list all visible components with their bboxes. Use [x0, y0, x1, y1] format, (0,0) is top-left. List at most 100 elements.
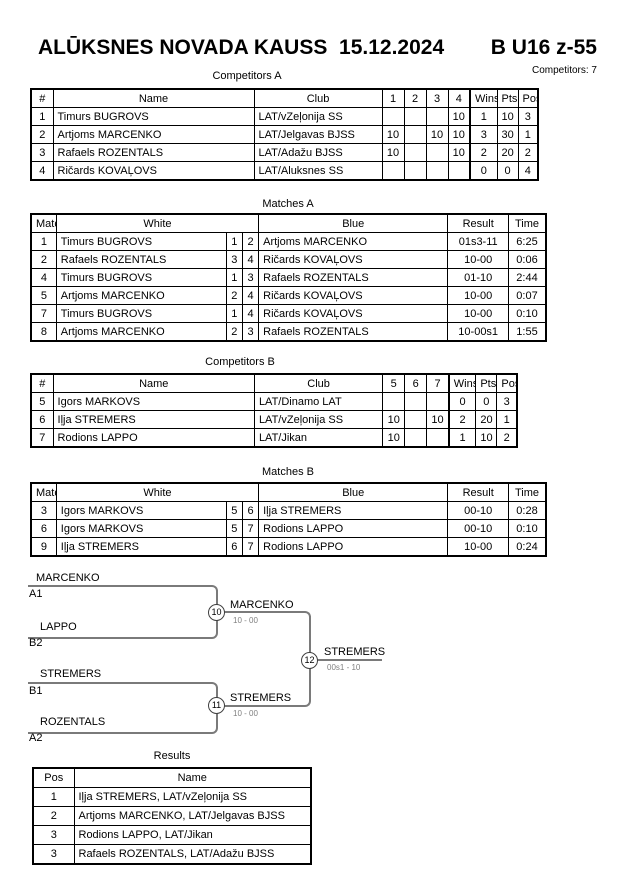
match-row: 6 Igors MARKOVS 5 7 Rodions LAPPO 00-10 … — [30, 519, 547, 538]
competitor-row: 4 Ričards KOVAĻOVS LAT/Aluksnes SS 0 0 4 — [30, 161, 539, 181]
col-wins: Wins — [447, 373, 477, 393]
blue-name-cell: Rafaels ROZENTALS — [258, 322, 449, 342]
bracket-sf1-bottom-seed: B2 — [29, 637, 43, 649]
white-name-cell: Artjoms MARCENKO — [55, 286, 227, 305]
match-num-cell: 1 — [30, 232, 57, 251]
table-matches-b: Match White Blue Result Time 3 Igors MAR… — [30, 482, 547, 557]
col-name: Name — [73, 767, 312, 788]
wins-cell: 2 — [447, 410, 477, 429]
round-cell: 10 — [447, 107, 471, 126]
table-header-row: Match White Blue Result Time — [30, 213, 547, 233]
page-title: ALŪKSNES NOVADA KAUSS 15.12.2024 — [38, 36, 445, 59]
col-time: Time — [508, 482, 547, 502]
bracket-sf2-bottom-name: ROZENTALS — [40, 716, 106, 728]
result-cell: 10-00 — [447, 304, 510, 323]
round-cell: 10 — [426, 410, 450, 429]
white-name-cell: Artjoms MARCENKO — [55, 322, 227, 342]
col-pos: Pos — [32, 767, 75, 788]
blue-name-cell: Ričards KOVAĻOVS — [258, 286, 449, 305]
pos-cell: 2 — [496, 428, 518, 448]
club-cell: LAT/vZeļonija SS — [253, 410, 384, 429]
white-name-cell: Timurs BUGROVS — [55, 268, 227, 287]
bracket-sf1-top-name: MARCENKO — [36, 572, 100, 584]
col-white: White — [55, 482, 260, 502]
col-wins: Wins — [469, 88, 498, 108]
num-cell: 2 — [30, 125, 54, 144]
pos-cell: 3 — [32, 825, 75, 845]
time-cell: 6:25 — [508, 232, 547, 251]
result-cell: 10-00 — [447, 250, 510, 269]
bracket-conn-sf2-final — [216, 660, 311, 707]
result-cell: 10-00 — [447, 537, 510, 557]
col-name: Name — [52, 88, 255, 108]
time-cell: 0:07 — [508, 286, 547, 305]
round-cell — [425, 143, 449, 162]
match-num-cell: 5 — [30, 286, 57, 305]
white-name-cell: Timurs BUGROVS — [55, 304, 227, 323]
blue-num-cell: 4 — [241, 286, 260, 305]
section-label-matches-a: Matches A — [262, 198, 314, 210]
name-cell: Rafaels ROZENTALS — [52, 143, 255, 162]
round-cell — [425, 161, 449, 181]
club-cell: LAT/Adažu BJSS — [253, 143, 383, 162]
col-club: Club — [253, 373, 384, 393]
competitor-row: 7 Rodions LAPPO LAT/Jikan 10 1 10 2 — [30, 428, 518, 448]
white-num-cell: 1 — [225, 232, 243, 251]
competitor-row: 3 Rafaels ROZENTALS LAT/Adažu BJSS 10 10… — [30, 143, 539, 162]
section-label-competitors-a: Competitors A — [212, 70, 282, 82]
white-num-cell: 5 — [225, 501, 243, 520]
pos-cell: 1 — [32, 787, 75, 807]
result-cell: 01-10 — [447, 268, 510, 287]
category-title: B U16 z-55 — [490, 36, 597, 59]
round-cell: 10 — [381, 125, 405, 144]
name-cell: Iļja STREMERS, LAT/vZeļonija SS — [73, 787, 312, 807]
white-num-cell: 2 — [225, 286, 243, 305]
competitor-row: 6 Iļja STREMERS LAT/vZeļonija SS 10 10 2… — [30, 410, 518, 429]
name-cell: Igors MARKOVS — [52, 392, 255, 411]
result-cell: 00-10 — [447, 501, 510, 520]
club-cell: LAT/Aluksnes SS — [253, 161, 383, 181]
pos-cell: 1 — [517, 125, 539, 144]
blue-num-cell: 4 — [241, 250, 260, 269]
white-num-cell: 5 — [225, 519, 243, 538]
pos-cell: 3 — [32, 844, 75, 865]
result-cell: 10-00s1 — [447, 322, 510, 342]
result-cell: 01s3-11 — [447, 232, 510, 251]
name-cell: Ričards KOVAĻOVS — [52, 161, 255, 181]
bracket-sf2-bottom-seed: A2 — [29, 732, 43, 744]
round-cell: 10 — [382, 410, 406, 429]
result-row: 1 Iļja STREMERS, LAT/vZeļonija SS — [32, 787, 312, 807]
col-blue: Blue — [258, 482, 449, 502]
col-r7: 7 — [426, 373, 450, 393]
bracket-sf1-score: 10 - 00 — [233, 616, 258, 625]
pts-cell: 20 — [496, 143, 519, 162]
section-label-results: Results — [153, 750, 191, 762]
match-row: 1 Timurs BUGROVS 1 2 Artjoms MARCENKO 01… — [30, 232, 547, 251]
col-match: Match — [30, 213, 57, 233]
white-num-cell: 1 — [225, 304, 243, 323]
result-cell: 00-10 — [447, 519, 510, 538]
blue-num-cell: 3 — [241, 322, 260, 342]
col-blue: Blue — [258, 213, 449, 233]
result-row: 3 Rodions LAPPO, LAT/Jikan — [32, 825, 312, 845]
match-num-cell: 3 — [30, 501, 57, 520]
bracket-sf1-top-seed: A1 — [29, 588, 43, 600]
bracket-conn-sf1-final — [216, 611, 311, 662]
club-cell: LAT/Dinamo LAT — [253, 392, 384, 411]
col-r6: 6 — [404, 373, 428, 393]
match-row: 5 Artjoms MARCENKO 2 4 Ričards KOVAĻOVS … — [30, 286, 547, 305]
match-row: 9 Iļja STREMERS 6 7 Rodions LAPPO 10-00 … — [30, 537, 547, 557]
blue-num-cell: 7 — [241, 537, 260, 557]
pts-cell: 20 — [475, 410, 498, 429]
num-cell: 1 — [30, 107, 54, 126]
round-cell — [404, 392, 428, 411]
wins-cell: 1 — [469, 107, 498, 126]
match-num-cell: 4 — [30, 268, 57, 287]
num-cell: 4 — [30, 161, 54, 181]
pos-cell: 1 — [496, 410, 518, 429]
match-num-cell: 7 — [30, 304, 57, 323]
competitor-row: 2 Artjoms MARCENKO LAT/Jelgavas BJSS 10 … — [30, 125, 539, 144]
blue-num-cell: 2 — [241, 232, 260, 251]
bracket-final-winner: STREMERS — [324, 646, 386, 658]
name-cell: Timurs BUGROVS — [52, 107, 255, 126]
